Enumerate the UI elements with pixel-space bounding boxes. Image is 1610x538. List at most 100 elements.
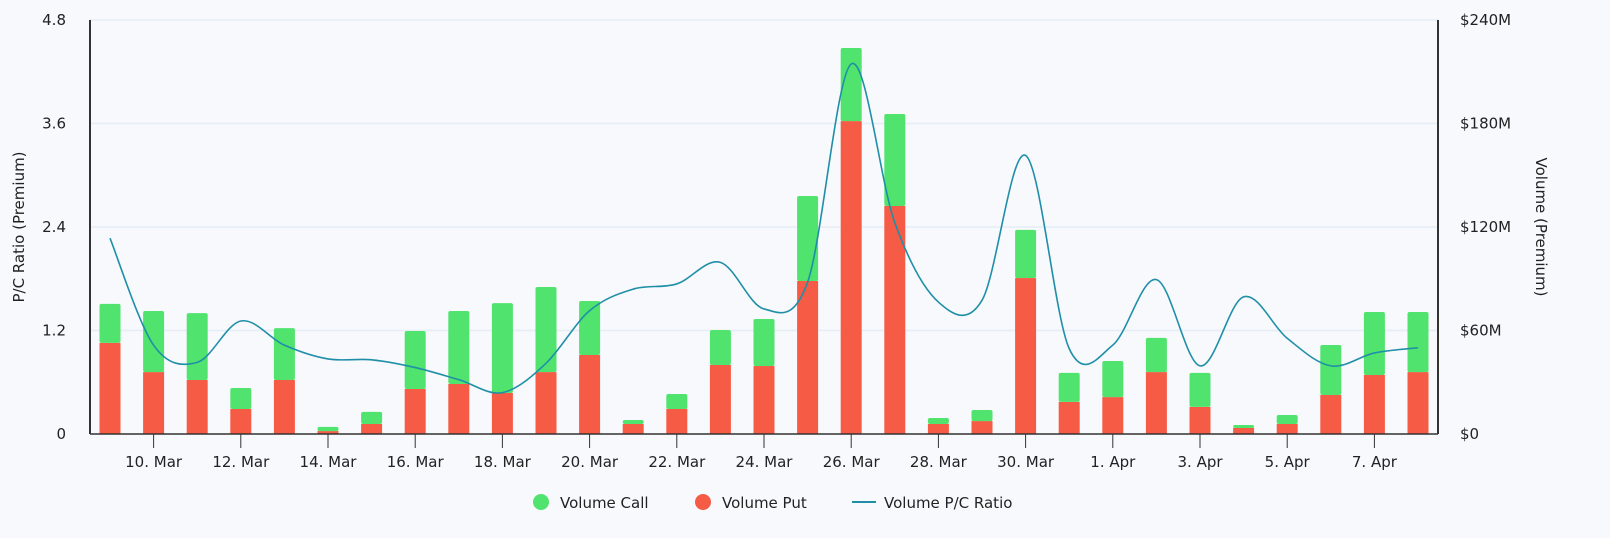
bar-call[interactable] <box>709 329 731 365</box>
bar-call[interactable] <box>971 410 993 422</box>
bar-call[interactable] <box>797 195 819 281</box>
bar-call[interactable] <box>143 311 165 373</box>
bar-call[interactable] <box>535 287 557 373</box>
x-tick-label: 5. Apr <box>1265 453 1311 471</box>
bar-put[interactable] <box>927 423 949 434</box>
bar-call[interactable] <box>448 311 470 384</box>
x-tick-label: 18. Mar <box>474 453 532 471</box>
bar-put[interactable] <box>1058 401 1080 434</box>
bar-call[interactable] <box>666 393 688 409</box>
bar-call[interactable] <box>840 47 862 122</box>
y-left-tick-label: 2.4 <box>42 218 66 236</box>
bar-put[interactable] <box>535 372 557 434</box>
bar-call[interactable] <box>1233 425 1255 428</box>
bar-put[interactable] <box>1233 427 1255 434</box>
bar-put[interactable] <box>666 408 688 434</box>
bar-call[interactable] <box>1276 415 1298 424</box>
bar-put[interactable] <box>361 423 383 434</box>
y-left-tick-label: 1.2 <box>42 322 66 340</box>
bar-put[interactable] <box>317 431 339 434</box>
legend-item-call[interactable]: Volume Call <box>533 494 649 512</box>
y-left-tick-label: 0 <box>56 425 66 443</box>
x-tick-label: 20. Mar <box>561 453 619 471</box>
bars <box>99 47 1429 435</box>
x-tick-label: 3. Apr <box>1177 453 1223 471</box>
x-tick-label: 22. Mar <box>648 453 706 471</box>
legend-item-put[interactable]: Volume Put <box>695 494 807 512</box>
bar-call[interactable] <box>186 313 208 381</box>
bar-call[interactable] <box>1320 344 1342 396</box>
y-left-tick-label: 4.8 <box>42 11 66 29</box>
bar-put[interactable] <box>1189 406 1211 434</box>
x-tick-label: 10. Mar <box>125 453 183 471</box>
bar-call[interactable] <box>317 426 339 432</box>
legend: Volume Call Volume Put Volume P/C Ratio <box>533 494 1012 512</box>
bar-call[interactable] <box>1015 229 1037 279</box>
bar-put[interactable] <box>186 380 208 434</box>
bar-put[interactable] <box>840 121 862 435</box>
y-right-tick-label: $120M <box>1460 218 1511 236</box>
bar-put[interactable] <box>622 423 644 434</box>
bar-put[interactable] <box>448 383 470 434</box>
bar-put[interactable] <box>709 365 731 434</box>
x-tick-label: 26. Mar <box>823 453 881 471</box>
bar-put[interactable] <box>230 408 252 434</box>
y-left-tick-label: 3.6 <box>42 115 66 133</box>
bar-call[interactable] <box>1145 337 1167 373</box>
legend-item-ratio[interactable]: Volume P/C Ratio <box>852 494 1012 512</box>
bar-call[interactable] <box>1363 312 1385 376</box>
bar-put[interactable] <box>797 280 819 434</box>
y-right-tick-label: $60M <box>1460 322 1502 340</box>
ratio-line <box>109 63 1419 394</box>
bar-call[interactable] <box>884 114 906 206</box>
x-tick-label: 16. Mar <box>387 453 445 471</box>
legend-call-label: Volume Call <box>560 494 649 512</box>
ratio-line-path[interactable] <box>109 63 1419 394</box>
legend-call-swatch <box>533 494 549 510</box>
bar-put[interactable] <box>99 342 121 434</box>
axes: 0 $0 1.2 $60M 2.4 $120M 3.6 $180M 4.8 $240M 10. Ma… <box>42 11 1511 471</box>
y-left-title: P/C Ratio (Premium) <box>10 151 28 302</box>
bar-put[interactable] <box>273 380 295 434</box>
bar-put[interactable] <box>579 354 601 434</box>
legend-put-label: Volume Put <box>722 494 807 512</box>
bar-call[interactable] <box>1189 372 1211 407</box>
x-tick-label: 12. Mar <box>212 453 270 471</box>
y-right-tick-label: $0 <box>1460 425 1479 443</box>
bar-put[interactable] <box>1145 372 1167 434</box>
bar-call[interactable] <box>579 301 601 355</box>
bar-call[interactable] <box>622 420 644 424</box>
bar-call[interactable] <box>361 411 383 424</box>
y-right-title: Volume (Premium) <box>1532 157 1550 296</box>
bar-put[interactable] <box>1276 423 1298 434</box>
bar-call[interactable] <box>404 331 426 389</box>
x-tick-label: 14. Mar <box>300 453 358 471</box>
bar-call[interactable] <box>927 417 949 424</box>
bar-call[interactable] <box>99 303 121 343</box>
bar-call[interactable] <box>230 387 252 409</box>
bar-put[interactable] <box>1407 372 1429 434</box>
x-tick-label: 28. Mar <box>910 453 968 471</box>
x-tick-label: 1. Apr <box>1090 453 1136 471</box>
bar-put[interactable] <box>1363 375 1385 434</box>
bar-call[interactable] <box>1102 361 1124 398</box>
bar-call[interactable] <box>1058 372 1080 402</box>
legend-put-swatch <box>695 494 711 510</box>
bar-call[interactable] <box>273 328 295 381</box>
bar-put[interactable] <box>491 392 513 434</box>
gridlines <box>90 19 1438 332</box>
bar-call[interactable] <box>491 303 513 393</box>
bar-put[interactable] <box>1015 278 1037 434</box>
bar-put[interactable] <box>404 388 426 434</box>
bar-call[interactable] <box>1407 312 1429 373</box>
bar-put[interactable] <box>753 366 775 434</box>
bar-put[interactable] <box>1320 395 1342 434</box>
bar-call[interactable] <box>753 318 775 367</box>
bar-put[interactable] <box>143 372 165 434</box>
y-right-tick-label: $240M <box>1460 11 1511 29</box>
bar-put[interactable] <box>1102 397 1124 434</box>
x-tick-label: 24. Mar <box>736 453 794 471</box>
bar-put[interactable] <box>884 205 906 434</box>
bar-put[interactable] <box>971 421 993 434</box>
